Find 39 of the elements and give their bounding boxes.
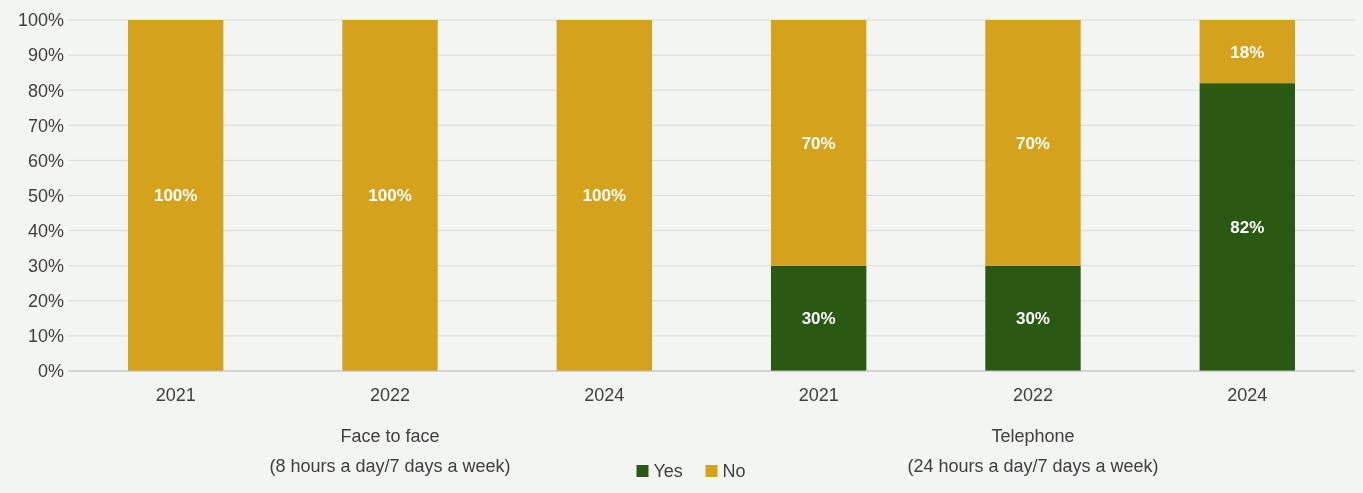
bar [770, 20, 867, 266]
bar [556, 20, 653, 371]
x-tick-label: 2021 [798, 385, 839, 405]
data-label: 70% [801, 133, 836, 153]
bar [342, 20, 438, 371]
y-tick-label: 100% [17, 10, 64, 31]
data-label: 70% [1015, 133, 1050, 153]
y-tick-label: 90% [27, 45, 64, 66]
y-tick-label: 20% [27, 291, 64, 312]
x-tick-label: 2022 [1012, 385, 1054, 405]
data-label: 100% [368, 186, 412, 206]
data-label: 30% [1015, 309, 1050, 329]
data-label: 82% [1230, 218, 1265, 238]
y-tick-label: 60% [27, 150, 64, 171]
bar [128, 20, 224, 371]
data-label: 100% [153, 186, 198, 206]
data-label: 100% [582, 186, 627, 206]
y-tick-label: 0% [37, 361, 64, 382]
x-tick-label: 2021 [155, 385, 196, 405]
y-tick-label: 10% [27, 326, 64, 347]
data-label: 30% [801, 309, 836, 329]
y-tick-label: 40% [27, 220, 64, 241]
data-label: 18% [1230, 42, 1265, 62]
x-tick-label: 2024 [584, 385, 625, 405]
x-tick-label: 2024 [1227, 385, 1268, 405]
bar [770, 265, 867, 371]
text: Telephone (24 hours a day/7 days a week) [907, 426, 1159, 476]
bar [985, 265, 1081, 371]
y-tick-label: 70% [27, 115, 64, 136]
bar [985, 20, 1081, 266]
bar [1199, 20, 1295, 84]
x-tick-label: 2022 [369, 385, 411, 405]
legend-label: No [722, 461, 746, 481]
legend-label: Yes [653, 461, 683, 481]
bar [1199, 83, 1295, 371]
y-tick-label: 30% [27, 256, 64, 276]
y-tick-label: 50% [27, 185, 64, 206]
y-tick-label: 80% [27, 80, 64, 101]
text: Face to face (8 hours a day/7 days a week) [269, 426, 511, 476]
